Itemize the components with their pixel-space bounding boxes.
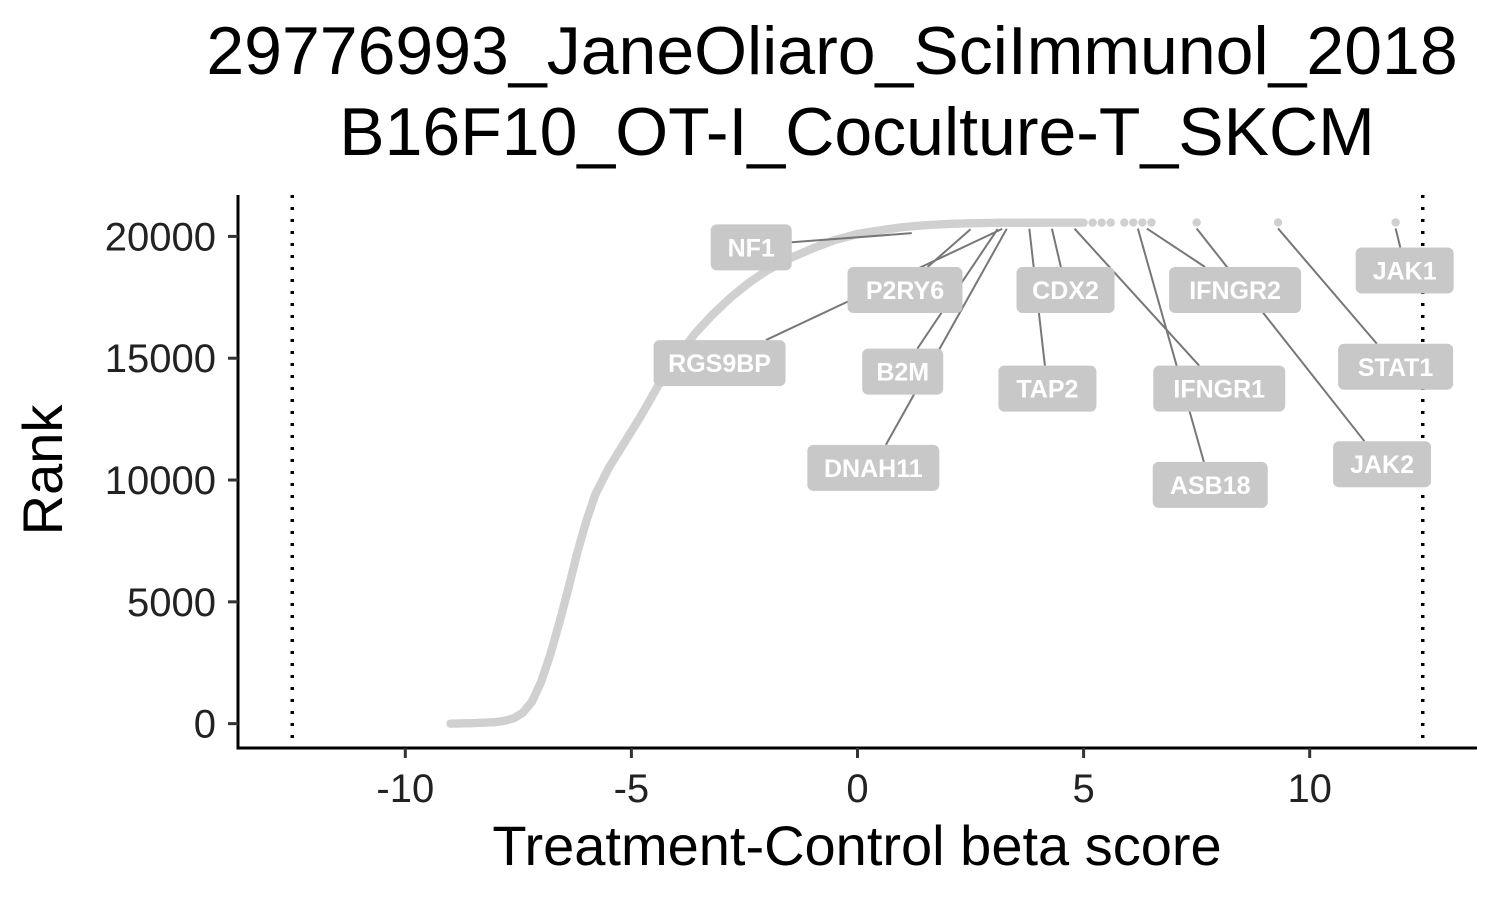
chart-title: 29776993_JaneOliaro_SciImmunol_2018 B16F… [206, 13, 1457, 170]
leader-line-asb18 [1136, 228, 1205, 463]
gene-point [1273, 218, 1283, 227]
label-box-ifngr1 [1153, 365, 1286, 412]
y-tick-label: 10000 [105, 459, 216, 503]
gene-label-rgs9bp: RGS9BP [668, 350, 771, 378]
gene-point [1097, 218, 1106, 227]
gene-label-b2m: B2M [876, 359, 929, 387]
chart-title-line-2: B16F10_OT-I_Coculture-T_SKCM [339, 94, 1375, 170]
gene-point [1120, 218, 1129, 227]
label-box-asb18 [1152, 461, 1268, 508]
gene-point [1088, 218, 1097, 227]
gene-point [1106, 218, 1115, 227]
leader-line-jak1 [1394, 228, 1402, 248]
leader-line-cdx2 [1050, 228, 1062, 268]
leader-line-ifngr2 [1146, 227, 1206, 268]
gene-labels: NF1 P2RY6 RGS9BP B2M DNAH11 CDX2 TAP2 IFNGR2 IFN… [653, 224, 1454, 508]
gene-point [1192, 218, 1201, 227]
label-box-tap2 [998, 365, 1097, 412]
x-axis-title: Treatment-Control beta score [492, 814, 1221, 877]
label-box-dnah11 [807, 444, 940, 491]
x-tick-label: 0 [846, 767, 868, 811]
label-box-p2ry6 [847, 267, 963, 314]
gene-point [1138, 218, 1147, 227]
plot-area: NF1 P2RY6 RGS9BP B2M DNAH11 CDX2 TAP2 IFNGR2 IFN… [290, 195, 1454, 748]
y-tick-label: 20000 [105, 215, 216, 259]
gene-label-jak1: JAK1 [1373, 258, 1437, 286]
x-tick-label: 5 [1072, 767, 1094, 811]
leader-line-jak2 [1195, 227, 1366, 442]
x-tick-label: -5 [614, 767, 650, 811]
gene-label-stat1: STAT1 [1358, 354, 1434, 382]
label-box-stat1 [1338, 343, 1454, 390]
gene-label-dnah11: DNAH11 [824, 455, 923, 483]
label-box-b2m [862, 348, 944, 395]
chart-title-line-1: 29776993_JaneOliaro_SciImmunol_2018 [206, 13, 1457, 89]
label-box-jak1 [1355, 247, 1454, 294]
gene-label-p2ry6: P2RY6 [866, 277, 944, 305]
leader-line-stat1 [1277, 227, 1378, 345]
rank-curve [446, 218, 1088, 728]
gene-point [1079, 218, 1088, 227]
leader-line-ifngr1 [1073, 228, 1200, 367]
y-tick-label: 15000 [105, 337, 216, 381]
gene-label-ifngr2: IFNGR2 [1189, 277, 1281, 305]
gene-label-jak2: JAK2 [1350, 451, 1414, 479]
y-axis-title: Rank [11, 404, 74, 536]
gene-label-cdx2: CDX2 [1032, 277, 1099, 305]
y-tick-label: 0 [194, 703, 216, 747]
label-box-ifngr2 [1169, 267, 1302, 314]
axes: -10 -5 0 5 10 0 5000 10000 15000 20000 [105, 195, 1477, 811]
gene-label-asb18: ASB18 [1170, 472, 1251, 500]
gene-label-tap2: TAP2 [1016, 376, 1078, 404]
y-tick-label: 5000 [127, 581, 216, 625]
x-tick-label: 10 [1287, 767, 1332, 811]
gene-point [1147, 218, 1156, 227]
leader-line-nf1 [791, 232, 912, 244]
x-tick-label: -10 [376, 767, 434, 811]
gene-label-ifngr1: IFNGR1 [1173, 376, 1265, 404]
label-box-nf1 [710, 224, 792, 271]
label-box-cdx2 [1016, 267, 1115, 314]
label-box-rgs9bp [653, 340, 786, 387]
label-box-jak2 [1333, 441, 1432, 488]
gene-point [1391, 218, 1400, 227]
leader-line-dnah11 [884, 228, 1008, 446]
gene-point [1129, 218, 1138, 227]
gene-label-nf1: NF1 [728, 234, 775, 262]
